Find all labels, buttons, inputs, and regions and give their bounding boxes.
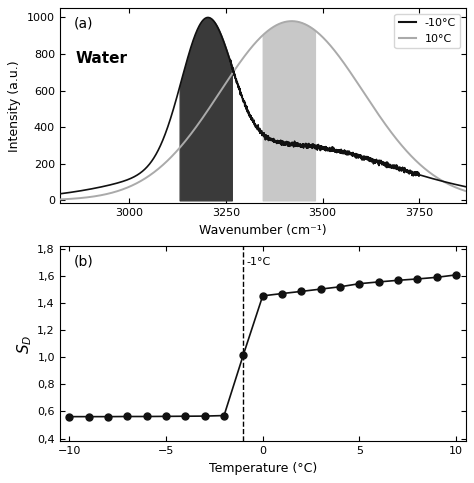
X-axis label: Wavenumber (cm⁻¹): Wavenumber (cm⁻¹) [199,224,327,237]
Text: (b): (b) [74,254,94,268]
Legend: -10°C, 10°C: -10°C, 10°C [394,14,460,48]
Y-axis label: Intensity (a.u.): Intensity (a.u.) [9,60,21,152]
X-axis label: Temperature (°C): Temperature (°C) [209,462,317,475]
Text: Water: Water [75,51,127,66]
Text: -1°C: -1°C [246,257,271,268]
Y-axis label: $S_D$: $S_D$ [16,334,35,354]
Text: (a): (a) [74,16,93,30]
